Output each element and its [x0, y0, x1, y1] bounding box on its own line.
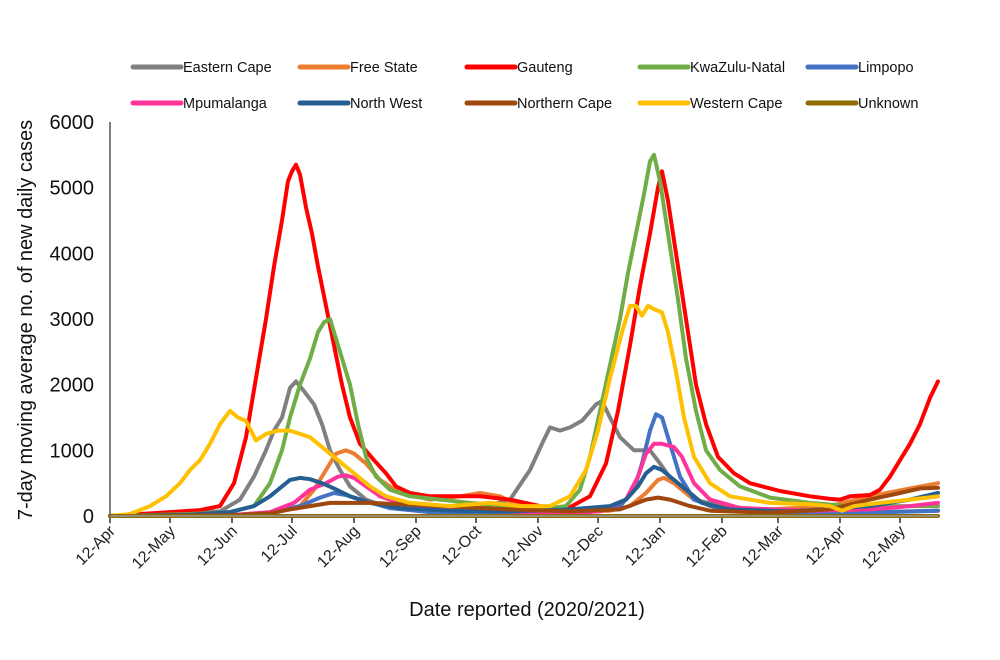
x-tick-label: 12-Apr [73, 522, 119, 568]
legend-label: Eastern Cape [183, 60, 272, 76]
x-tick-label: 12-Mar [739, 522, 787, 570]
x-tick-label: 12-May [129, 523, 179, 573]
x-tick-label: 12-Aug [314, 523, 363, 572]
y-tick-label: 6000 [50, 112, 95, 134]
series-line-limpopo [108, 412, 940, 518]
x-tick-label: 12-Dec [558, 523, 606, 571]
legend-item: Northern Cape [464, 96, 612, 112]
legend-label: Unknown [858, 96, 918, 112]
x-tick-label: 12-Oct [439, 522, 485, 568]
legend-label: Limpopo [858, 60, 914, 76]
series-line-northern-cape [108, 485, 940, 518]
y-tick-label: 2000 [50, 375, 95, 397]
x-tick-label: 12-Feb [683, 523, 731, 571]
y-tick-label: 3000 [50, 309, 95, 331]
legend-item: Unknown [805, 96, 918, 112]
series-line-western-cape [108, 303, 940, 518]
legend-label: Northern Cape [517, 96, 612, 112]
series-line-gauteng [108, 162, 940, 518]
x-tick-label: 12-May [859, 523, 909, 573]
x-axis-title: Date reported (2020/2021) [409, 599, 645, 621]
legend-label: KwaZulu-Natal [690, 60, 785, 76]
x-tick-label: 12-Nov [498, 523, 546, 571]
legend-item: North West [297, 96, 422, 112]
legend-item: Limpopo [805, 60, 914, 76]
legend-label: Mpumalanga [183, 96, 268, 112]
legend-item: Eastern Cape [130, 60, 272, 76]
y-tick-label: 5000 [50, 178, 95, 200]
x-tick-label: 12-Jul [258, 523, 301, 566]
legend-label: Free State [350, 60, 418, 76]
legend-label: North West [350, 96, 422, 112]
y-tick-label: 4000 [50, 243, 95, 265]
y-axis-title: 7-day moving average no. of new daily ca… [15, 120, 37, 520]
y-axis: 0 1000 2000 3000 4000 5000 6000 [50, 112, 95, 528]
x-tick-label: 12-Sep [376, 523, 425, 572]
y-tick-label: 0 [83, 506, 94, 528]
legend: Eastern Cape Free State Gauteng KwaZulu-Nat… [130, 60, 918, 112]
legend-label: Gauteng [517, 60, 573, 76]
legend-item: Mpumalanga [130, 96, 268, 112]
series-line-kwazulu-natal [108, 152, 940, 518]
y-tick-label: 1000 [50, 440, 95, 462]
legend-label: Western Cape [690, 96, 782, 112]
legend-item: KwaZulu-Natal [637, 60, 785, 76]
x-tick-label: 12-Jan [622, 523, 669, 570]
x-tick-label: 12-Jun [194, 523, 241, 570]
legend-item: Western Cape [637, 96, 782, 112]
x-tick-label: 12-Apr [803, 522, 849, 568]
legend-item: Gauteng [464, 60, 573, 76]
series-lines [108, 152, 940, 518]
legend-item: Free State [297, 60, 418, 76]
x-axis: 12-Apr 12-May 12-Jun 12-Jul 12-Aug 12-Sep 12-O… [73, 516, 909, 573]
